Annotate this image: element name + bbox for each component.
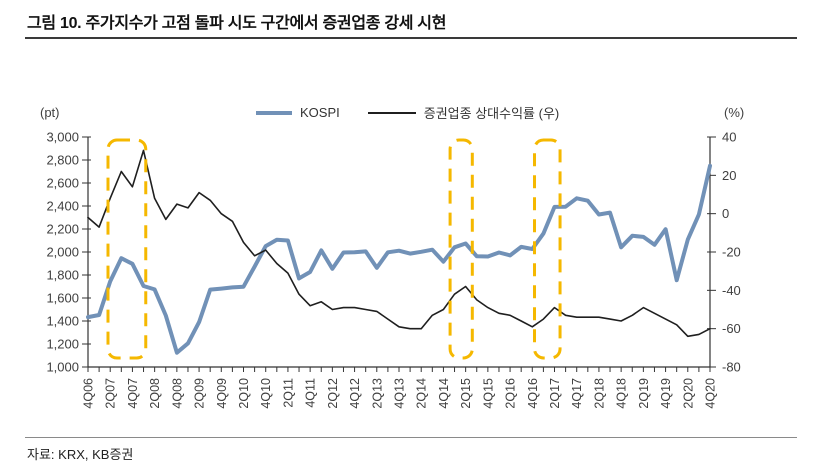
legend-item-relative-return: 증권업종 상대수익률 (우) xyxy=(367,103,560,122)
figure-title: 그림 10. 주가지수가 고점 돌파 시도 구간에서 증권업종 강세 시현 xyxy=(27,15,447,32)
x-axis-tick-label: 2Q08 xyxy=(148,378,162,409)
x-axis-tick-label: 4Q07 xyxy=(126,378,140,409)
right-axis-tick-label: -40 xyxy=(722,283,741,298)
right-axis-tick-label: 0 xyxy=(722,206,729,221)
left-axis-unit-label: (pt) xyxy=(40,105,60,120)
right-axis-unit-label: (%) xyxy=(724,105,745,120)
x-axis-tick-label: 4Q14 xyxy=(437,378,451,409)
left-axis-tick-label: 1,400 xyxy=(46,314,79,329)
x-axis-tick-label: 4Q13 xyxy=(393,378,407,409)
legend-label-kospi: KOSPI xyxy=(300,105,340,120)
chart-legend: KOSPI 증권업종 상대수익률 (우) xyxy=(256,103,559,122)
relative-return-line xyxy=(87,149,711,338)
left-axis-tick-label: 2,200 xyxy=(46,222,79,237)
x-axis-tick-label: 2Q09 xyxy=(193,378,207,409)
x-axis-tick-label: 4Q15 xyxy=(481,378,495,409)
x-axis-tick-label: 2Q18 xyxy=(592,378,606,409)
left-axis-tick-label: 1,000 xyxy=(46,360,79,375)
x-axis-tick-label: 2Q19 xyxy=(637,378,651,409)
right-axis-tick-label: -60 xyxy=(722,321,741,336)
footer-divider xyxy=(25,437,797,438)
x-axis-tick-label: 2Q14 xyxy=(415,378,429,409)
left-axis-tick-label: 2,000 xyxy=(46,245,79,260)
relative-return-line-swatch xyxy=(367,111,416,114)
x-axis-tick-label: 4Q08 xyxy=(170,378,184,409)
highlight-box-3 xyxy=(533,138,562,360)
x-axis-tick-label: 2Q12 xyxy=(326,378,340,409)
x-axis-tick-label: 4Q10 xyxy=(259,378,273,409)
x-axis-tick-label: 2Q07 xyxy=(104,378,118,409)
left-axis-tick-label: 3,000 xyxy=(46,130,79,145)
kospi-line xyxy=(86,163,712,355)
left-axis-tick-label: 1,600 xyxy=(46,291,79,306)
x-axis-tick-label: 2Q16 xyxy=(504,378,518,409)
right-axis-tick-label: -80 xyxy=(722,360,741,375)
x-axis-tick-label: 4Q11 xyxy=(304,378,318,408)
x-axis-tick-label: 4Q20 xyxy=(704,378,718,409)
figure-source: 자료: KRX, KB증권 xyxy=(27,447,134,462)
left-axis-tick-label: 2,800 xyxy=(46,153,79,168)
x-axis-tick-label: 4Q17 xyxy=(570,378,584,409)
left-axis-tick-label: 2,400 xyxy=(46,199,79,214)
x-axis-tick-label: 2Q13 xyxy=(370,378,384,409)
x-axis-tick-label: 4Q06 xyxy=(82,378,96,409)
legend-label-relative-return: 증권업종 상대수익률 (우) xyxy=(423,106,560,121)
x-axis-tick-label: 2Q17 xyxy=(548,378,562,409)
left-axis-tick-label: 2,600 xyxy=(46,176,79,191)
x-axis-tick-label: 4Q09 xyxy=(215,378,229,409)
kospi-line-swatch xyxy=(256,110,292,115)
x-axis-tick-label: 4Q19 xyxy=(659,378,673,409)
x-axis-tick-label: 2Q20 xyxy=(681,378,695,409)
highlight-box-2 xyxy=(448,138,474,360)
highlight-box-1 xyxy=(106,138,148,360)
right-axis-tick-label: 20 xyxy=(722,168,736,183)
right-axis-tick-label: 40 xyxy=(722,130,736,145)
legend-item-kospi: KOSPI xyxy=(256,105,340,120)
left-axis-tick-label: 1,200 xyxy=(46,337,79,352)
x-axis-tick-label: 2Q11 xyxy=(281,378,295,408)
x-axis-tick-label: 4Q16 xyxy=(526,378,540,409)
x-axis-tick-label: 4Q12 xyxy=(348,378,362,409)
x-axis-tick-label: 4Q18 xyxy=(615,378,629,409)
left-axis-tick-label: 1,800 xyxy=(46,268,79,283)
title-divider xyxy=(25,37,797,39)
right-axis-tick-label: -20 xyxy=(722,245,741,260)
x-axis-tick-label: 2Q10 xyxy=(237,378,251,409)
x-axis-tick-label: 2Q15 xyxy=(459,378,473,409)
